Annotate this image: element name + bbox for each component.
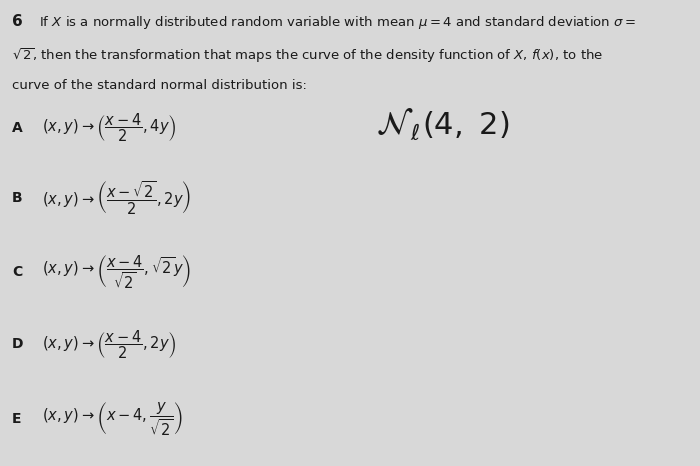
Text: E: E — [12, 412, 22, 426]
Text: $(x, y) \rightarrow \left(\dfrac{x-\sqrt{2}}{2},2y\right)$: $(x, y) \rightarrow \left(\dfrac{x-\sqrt… — [42, 180, 191, 217]
Text: 6: 6 — [12, 14, 22, 29]
Text: $(4,\ 2)$: $(4,\ 2)$ — [422, 110, 510, 140]
Text: B: B — [12, 192, 22, 206]
Text: $\ell$: $\ell$ — [410, 124, 420, 144]
Text: $\sqrt{2}$, then the transformation that maps the curve of the density function : $\sqrt{2}$, then the transformation that… — [12, 47, 603, 65]
Text: A: A — [12, 121, 22, 135]
Text: curve of the standard normal distribution is:: curve of the standard normal distributio… — [12, 79, 307, 92]
Text: $(x, y) \rightarrow \left(x-4,\dfrac{y}{\sqrt{2}}\right)$: $(x, y) \rightarrow \left(x-4,\dfrac{y}{… — [42, 401, 183, 438]
Text: $(x, y) \rightarrow \left(\dfrac{x-4}{\sqrt{2}},\sqrt{2}y\right)$: $(x, y) \rightarrow \left(\dfrac{x-4}{\s… — [42, 254, 191, 291]
Text: $(x, y) \rightarrow \left(\dfrac{x-4}{2},4y\right)$: $(x, y) \rightarrow \left(\dfrac{x-4}{2}… — [42, 112, 177, 144]
Text: If $X$ is a normally distributed random variable with mean $\mu = 4$ and standar: If $X$ is a normally distributed random … — [39, 14, 636, 31]
Text: $\mathcal{N}$: $\mathcal{N}$ — [376, 108, 414, 141]
Text: D: D — [12, 337, 23, 351]
Text: C: C — [12, 265, 22, 279]
Text: $(x, y) \rightarrow \left(\dfrac{x-4}{2},2y\right)$: $(x, y) \rightarrow \left(\dfrac{x-4}{2}… — [42, 328, 177, 361]
